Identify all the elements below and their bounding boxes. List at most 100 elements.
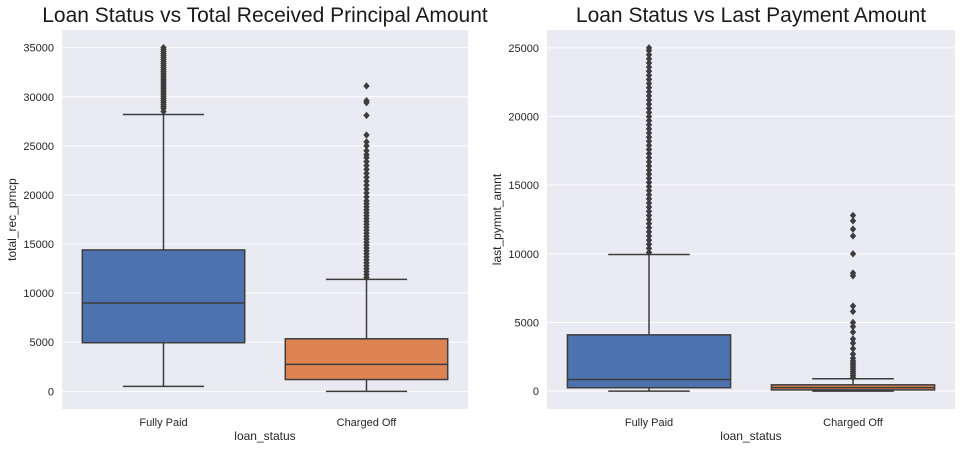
outlier-point (645, 191, 653, 199)
outlier-point (645, 88, 653, 96)
outlier-point (363, 142, 370, 150)
y-tick-label: 0 (533, 386, 539, 398)
outlier-point (363, 169, 370, 178)
x-tick-labels: Fully Paid Charged Off (625, 417, 884, 429)
outlier-point (645, 244, 653, 253)
y-tick-labels: 0 5000 10000 15000 20000 25000 (508, 43, 539, 398)
outlier-point (160, 43, 167, 52)
outlier-point (849, 335, 857, 343)
outlier-point (645, 236, 653, 244)
y-tick-label: 20000 (508, 112, 539, 124)
outlier-point (849, 302, 857, 310)
outlier-point (363, 181, 370, 189)
outlier-point (645, 149, 653, 158)
box-charged-off (770, 211, 936, 392)
outlier-point (363, 161, 370, 170)
y-tick-label: 5000 (30, 337, 54, 349)
outlier-point (849, 211, 857, 220)
outlier-point (645, 55, 653, 63)
outlier-point (363, 147, 370, 155)
y-tick-label: 25000 (508, 43, 539, 55)
outlier-point (645, 248, 653, 257)
outlier-point (645, 44, 653, 52)
outlier-point (849, 322, 857, 331)
x-tick-label: Fully Paid (139, 417, 187, 429)
outlier-point (849, 344, 857, 353)
outlier-point (849, 232, 857, 240)
outlier-point (849, 354, 857, 362)
outlier-point (363, 111, 370, 120)
outlier-point (849, 318, 857, 327)
y-tick-label: 10000 (508, 249, 539, 261)
outlier-point (645, 129, 653, 137)
outlier-point (645, 67, 653, 75)
iqr-box (81, 249, 246, 344)
outlier-point (645, 59, 653, 67)
outlier-point (849, 225, 857, 233)
outlier-point (645, 121, 653, 129)
x-tick-label: Charged Off (823, 417, 884, 429)
outlier-point (645, 178, 653, 187)
outlier-point (645, 232, 653, 240)
boxes (566, 44, 936, 392)
outlier-point (645, 219, 653, 228)
outlier-point (363, 177, 370, 185)
y-tick-label: 15000 (23, 239, 54, 251)
outlier-point (849, 307, 857, 316)
outlier-point (645, 170, 653, 178)
y-tick-label: 15000 (508, 180, 539, 192)
box-charged-off (284, 82, 449, 393)
outlier-point (645, 137, 653, 145)
outlier-point (363, 189, 370, 197)
outlier-point (363, 97, 370, 105)
outlier-point (645, 133, 653, 141)
x-tick-label: Charged Off (337, 417, 398, 429)
outlier-point (645, 75, 653, 84)
outlier-point (645, 195, 653, 203)
outlier-point (363, 138, 370, 146)
outlier-point (363, 173, 370, 181)
chart-title: Loan Status vs Total Received Principal … (42, 4, 488, 27)
outlier-point (645, 199, 653, 207)
y-tick-label: 20000 (23, 190, 54, 202)
chart-title: Loan Status vs Last Payment Amount (576, 4, 926, 27)
outlier-point (363, 151, 370, 159)
y-tick-labels: 0 5000 10000 15000 20000 25000 30000 35000 (23, 43, 54, 399)
outlier-point (645, 92, 653, 100)
outlier-point (645, 100, 653, 108)
outlier-point (645, 96, 653, 104)
outlier-point (645, 162, 653, 170)
outlier-point (645, 83, 653, 92)
outlier-point (363, 193, 370, 201)
x-tick-label: Fully Paid (625, 417, 673, 429)
chart-left: 0 5000 10000 15000 20000 25000 30000 35000 Full… (5, 4, 488, 443)
outlier-point (645, 108, 653, 117)
outlier-point (645, 166, 653, 174)
outlier-point (849, 350, 857, 358)
outlier-point (363, 165, 370, 174)
outlier-point (363, 82, 370, 90)
outlier-point (645, 207, 653, 215)
y-tick-label: 30000 (23, 92, 54, 104)
outlier-point (645, 224, 653, 232)
y-axis-label: last_pymnt_amnt (490, 173, 504, 265)
outlier-point (849, 217, 857, 225)
outlier-point (645, 182, 653, 191)
x-axis-label: loan_status (234, 429, 295, 443)
outlier-point (645, 228, 653, 236)
boxes (81, 43, 449, 393)
x-tick-labels: Fully Paid Charged Off (139, 417, 397, 429)
outlier-point (645, 154, 653, 162)
outlier-point (645, 145, 653, 154)
outlier-point (645, 112, 653, 121)
box-fully-paid (566, 44, 732, 392)
outlier-point (645, 158, 653, 166)
outlier-point (645, 51, 653, 59)
chart-right: 0 5000 10000 15000 20000 25000 Fully Paid Char… (490, 4, 955, 443)
outlier-point (645, 125, 653, 133)
y-tick-label: 5000 (515, 317, 539, 329)
outlier-point (645, 211, 653, 220)
outlier-point (363, 197, 370, 205)
box-fully-paid (81, 43, 246, 388)
